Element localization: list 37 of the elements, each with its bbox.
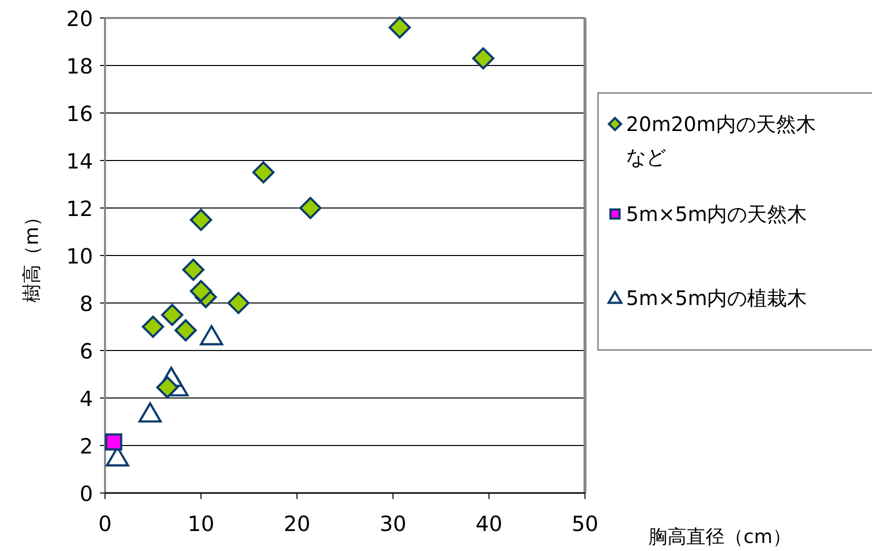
x-tick-label: 30 bbox=[380, 512, 406, 536]
point bbox=[138, 402, 162, 423]
y-tick-label: 18 bbox=[66, 54, 93, 78]
legend-label: 5m×5m内の植栽木 bbox=[626, 286, 808, 310]
point bbox=[299, 196, 322, 220]
x-tick-label: 20 bbox=[284, 512, 310, 536]
y-tick-label: 14 bbox=[66, 150, 93, 174]
y-tick-label: 12 bbox=[66, 197, 93, 221]
x-tick-label: 50 bbox=[572, 512, 598, 536]
y-tick-label: 8 bbox=[80, 292, 93, 316]
x-tick-label: 0 bbox=[98, 512, 112, 536]
legend-label: 5m×5m内の天然木 bbox=[626, 202, 808, 226]
point bbox=[174, 319, 197, 342]
legend-label: 20m20m内の天然木など bbox=[626, 112, 816, 169]
y-tick-label: 16 bbox=[66, 102, 93, 126]
point bbox=[190, 280, 212, 302]
point bbox=[161, 304, 184, 326]
point bbox=[182, 258, 204, 281]
y-tick-label: 20 bbox=[66, 7, 93, 31]
point bbox=[142, 316, 164, 338]
point bbox=[388, 16, 411, 39]
point bbox=[472, 47, 494, 70]
y-axis-title: 樹高（m） bbox=[21, 208, 43, 302]
y-tick-label: 6 bbox=[80, 340, 93, 364]
point bbox=[200, 325, 224, 346]
point bbox=[252, 161, 274, 184]
point bbox=[227, 292, 250, 314]
y-tick-label: 2 bbox=[80, 434, 93, 458]
x-axis-title: 胸高直径（cm） bbox=[648, 526, 792, 548]
y-tick-label: 0 bbox=[80, 482, 93, 506]
x-tick-label: 10 bbox=[188, 512, 214, 536]
point bbox=[105, 433, 122, 451]
point bbox=[156, 376, 178, 398]
y-tick-label: 10 bbox=[66, 244, 93, 268]
point bbox=[190, 208, 212, 231]
y-tick-label: 4 bbox=[80, 387, 93, 411]
x-tick-label: 40 bbox=[476, 512, 502, 536]
